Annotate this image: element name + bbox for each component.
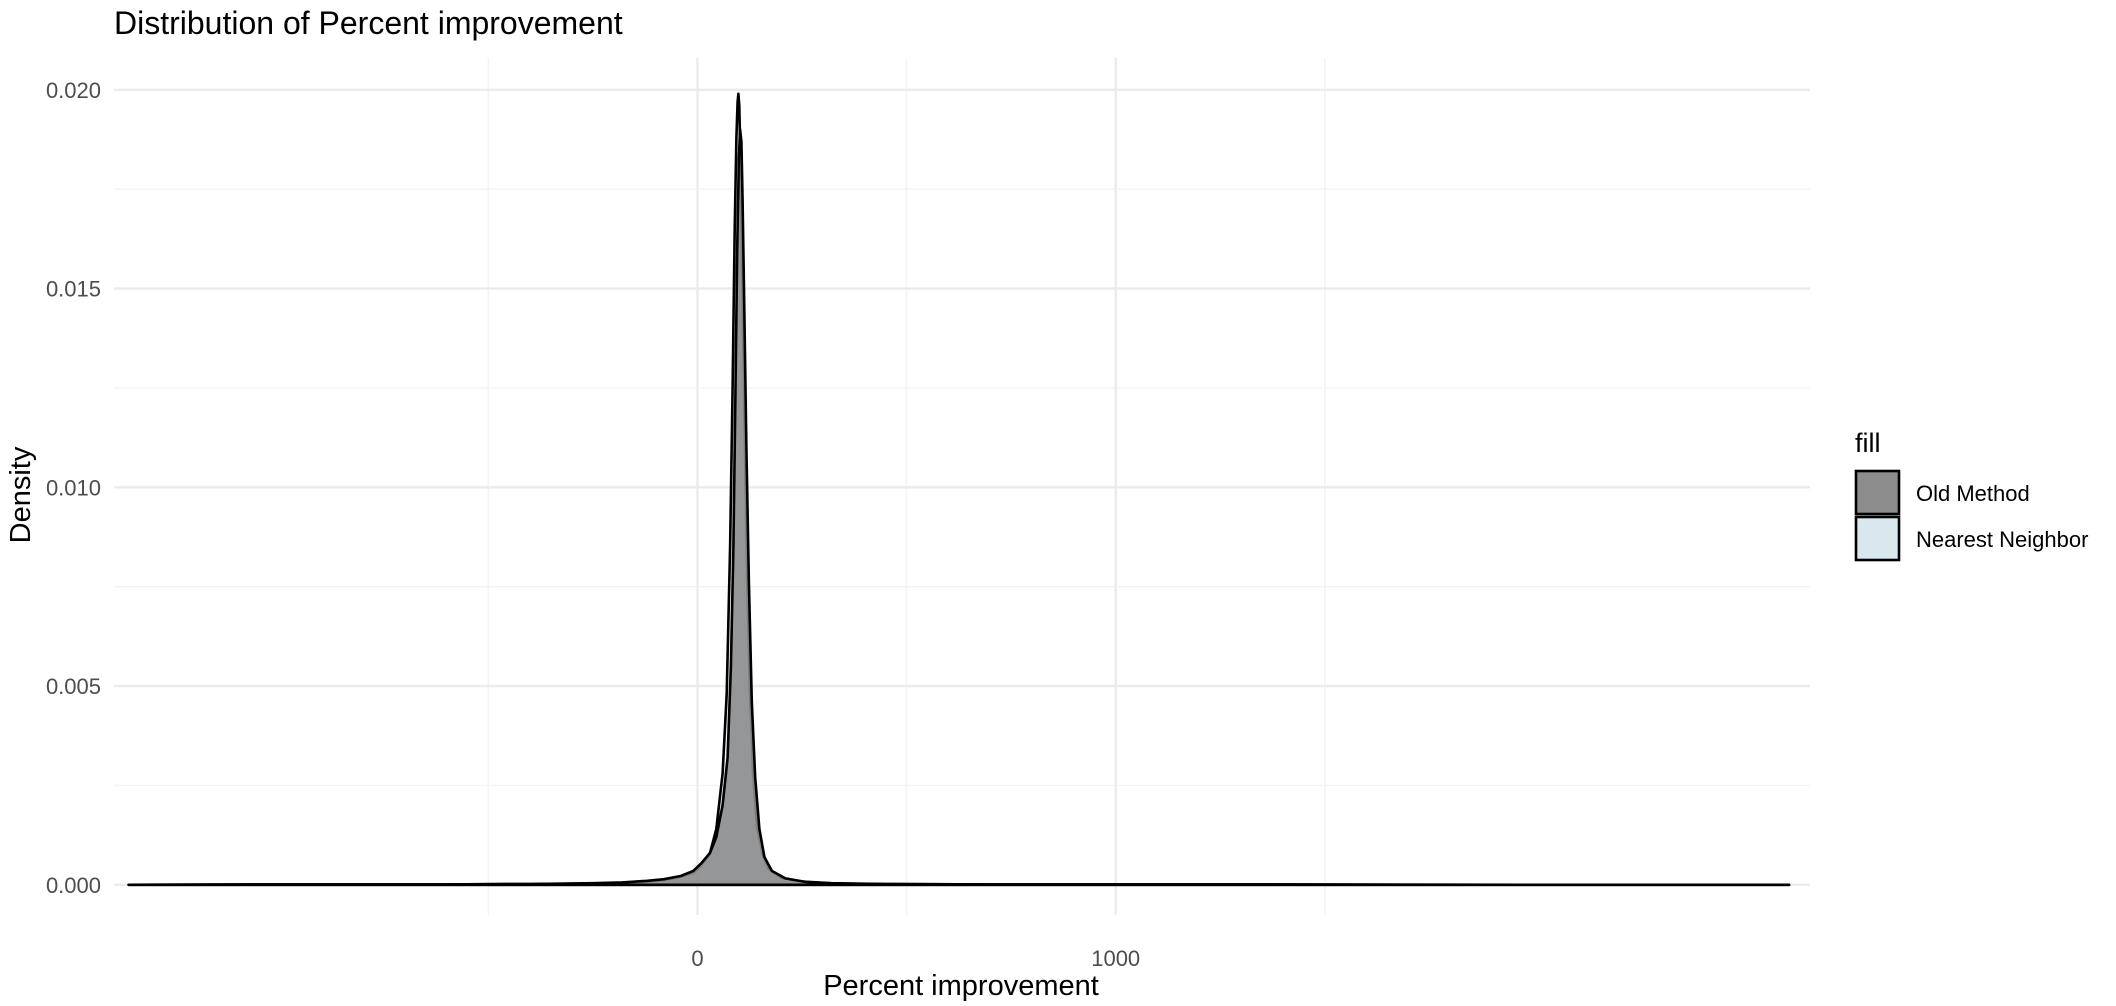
y-axis-title: Density xyxy=(5,446,37,543)
legend: fill Old Method Nearest Neighbor xyxy=(1854,428,2088,562)
y-tick-label: 0.015 xyxy=(46,277,101,302)
legend-swatch xyxy=(1854,469,1901,516)
legend-label: Nearest Neighbor xyxy=(1916,527,2088,552)
x-axis-ticks: 0 1000 xyxy=(691,946,1140,971)
legend-swatch xyxy=(1854,515,1901,562)
y-tick-label: 0.005 xyxy=(46,674,101,699)
y-axis-ticks: 0.000 0.005 0.010 0.015 0.020 xyxy=(46,78,101,898)
x-tick-label: 1000 xyxy=(1091,946,1140,971)
density-series xyxy=(127,92,1791,887)
chart-title: Distribution of Percent improvement xyxy=(114,5,623,41)
x-axis-title: Percent improvement xyxy=(823,970,1099,1002)
legend-items: Old Method Nearest Neighbor xyxy=(1854,469,2088,562)
y-tick-label: 0.010 xyxy=(46,475,101,500)
y-tick-label: 0.020 xyxy=(46,78,101,103)
y-tick-label: 0.000 xyxy=(46,873,101,898)
density-area-old-method xyxy=(127,128,1791,887)
legend-label: Old Method xyxy=(1916,481,2030,506)
density-area-nearest-neighbor xyxy=(127,92,1791,887)
grid-lines xyxy=(114,58,1810,915)
x-tick-label: 0 xyxy=(691,946,703,971)
legend-title: fill xyxy=(1855,428,1881,458)
